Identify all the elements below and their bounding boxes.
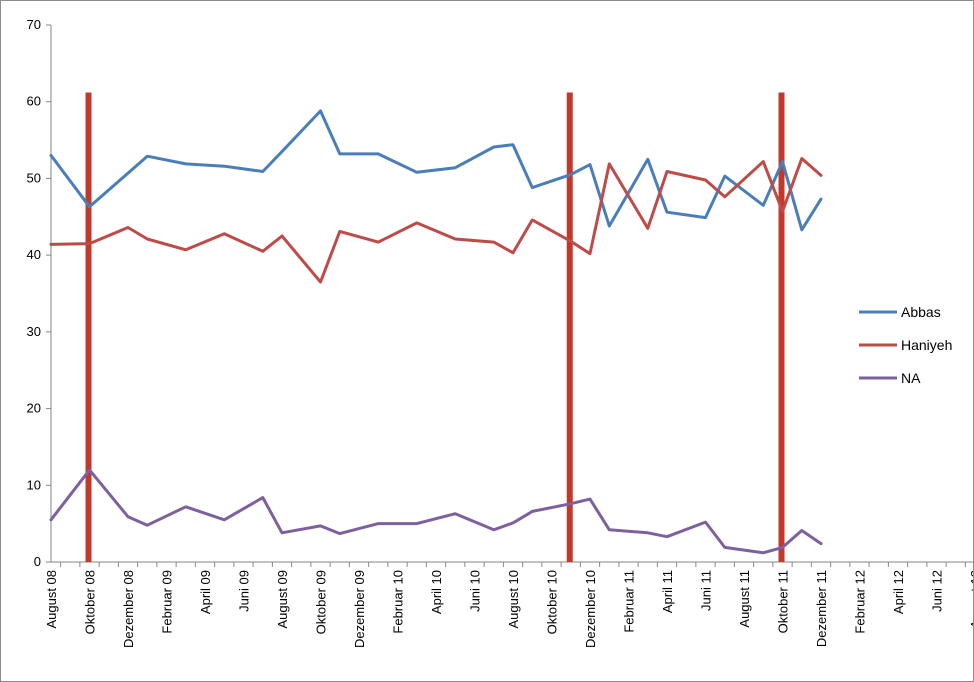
series-line-haniyeh xyxy=(49,157,823,284)
x-tick-label: August 11 xyxy=(737,570,752,628)
series-lines xyxy=(49,109,823,555)
y-tick-label: 70 xyxy=(27,17,41,32)
x-tick-label: Dezember 11 xyxy=(814,570,829,647)
x-tick-label: Juni 09 xyxy=(237,570,252,612)
x-tick-label: Juni 10 xyxy=(468,570,483,612)
x-tick-label: Dezember 10 xyxy=(583,570,598,648)
x-tick-label: August 08 xyxy=(44,570,59,629)
x-tick-label: Februar 11 xyxy=(622,570,637,633)
x-tick-label: Februar 09 xyxy=(160,570,175,634)
legend: Abbas Haniyeh NA xyxy=(859,304,952,386)
x-tick-label: April 10 xyxy=(429,570,444,614)
y-tick-label: 30 xyxy=(27,324,41,339)
event-markers xyxy=(85,92,785,562)
y-tick-label: 10 xyxy=(27,477,41,492)
x-tick-label: Oktober 11 xyxy=(776,570,791,633)
x-tick-label: April 11 xyxy=(660,570,675,613)
x-tick-label: Oktober 08 xyxy=(83,570,98,634)
x-tick-label: Februar 10 xyxy=(391,570,406,634)
x-tick-label: Dezember 09 xyxy=(352,570,367,648)
y-tick-label: 20 xyxy=(27,401,41,416)
x-tick-label: August 09 xyxy=(275,570,290,629)
chart-axes xyxy=(46,24,973,567)
x-tick-label: April 12 xyxy=(891,570,906,614)
series-line-abbas xyxy=(49,109,823,232)
y-tick-label: 40 xyxy=(27,247,41,262)
x-tick-label: August 12 xyxy=(968,570,973,629)
x-tick-label: Oktober 10 xyxy=(545,570,560,634)
y-tick-label: 0 xyxy=(34,554,41,569)
legend-label-abbas: Abbas xyxy=(901,304,941,320)
x-tick-label: Juni 12 xyxy=(930,570,945,612)
x-tick-label: Dezember 08 xyxy=(121,570,136,648)
x-tick-label: April 09 xyxy=(198,570,213,614)
x-tick-label: Februar 12 xyxy=(853,570,868,634)
y-tick-label: 50 xyxy=(27,170,41,185)
series-line-na xyxy=(49,468,823,555)
y-axis-tick-labels: 0 10 20 30 40 50 60 70 xyxy=(27,17,41,569)
x-tick-label: Juni 11 xyxy=(699,570,714,611)
x-tick-label: August 10 xyxy=(506,570,521,629)
x-tick-label: Oktober 09 xyxy=(314,570,329,634)
legend-label-na: NA xyxy=(901,370,921,386)
y-tick-label: 60 xyxy=(27,94,41,109)
x-axis-tick-labels: August 08 Oktober 08 Dezember 08 Februar 09… xyxy=(44,570,973,648)
legend-label-haniyeh: Haniyeh xyxy=(901,337,952,353)
